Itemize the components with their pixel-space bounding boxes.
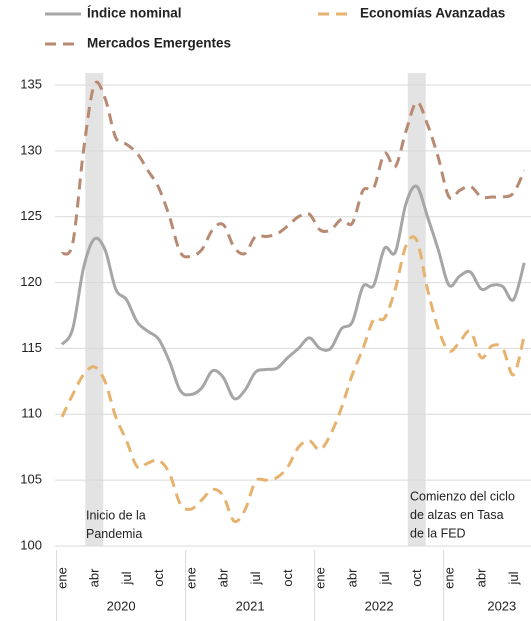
- annotation: Comienzo del ciclo: [410, 489, 515, 503]
- x-group-label: 2022: [365, 598, 394, 613]
- y-tick-label: 100: [20, 537, 42, 552]
- series-line: [60, 80, 526, 259]
- y-tick-label: 135: [20, 76, 42, 91]
- annotation: Pandemia: [86, 527, 142, 541]
- annotation: de la FED: [410, 526, 466, 540]
- x-tick-label: abr: [474, 568, 489, 587]
- event-band: [407, 73, 426, 546]
- x-tick-label: ene: [441, 567, 456, 589]
- x-tick-label: jul: [119, 571, 134, 585]
- annotation: de alzas en Tasa: [410, 508, 504, 522]
- x-group-label: 2023: [487, 598, 516, 613]
- y-tick-label: 115: [21, 340, 42, 355]
- annotation: Inicio de la: [86, 508, 146, 522]
- x-group-label: 2020: [107, 598, 136, 613]
- x-tick-label: ene: [54, 567, 69, 589]
- x-tick-label: oct: [280, 569, 295, 587]
- x-tick-label: jul: [248, 571, 263, 585]
- x-group-label: 2021: [236, 598, 265, 613]
- legend-label: Índice nominal: [87, 6, 182, 21]
- x-tick-label: abr: [345, 568, 360, 587]
- x-tick-label: jul: [506, 571, 521, 585]
- y-tick-label: 130: [20, 142, 42, 157]
- y-tick-label: 110: [21, 406, 42, 421]
- x-tick-label: abr: [216, 568, 231, 587]
- series-line: [60, 235, 526, 523]
- x-tick-label: oct: [409, 569, 424, 587]
- y-tick-label: 105: [20, 472, 42, 487]
- event-band: [85, 73, 104, 546]
- legend-label: Economías Avanzadas: [360, 6, 505, 21]
- series-line: [60, 184, 526, 401]
- x-tick-label: ene: [312, 567, 327, 589]
- y-tick-label: 125: [20, 208, 42, 223]
- x-tick-label: abr: [87, 568, 102, 587]
- legend-label: Mercados Emergentes: [87, 36, 231, 51]
- x-tick-label: jul: [377, 571, 392, 585]
- x-tick-label: oct: [151, 569, 166, 587]
- x-tick-label: ene: [183, 567, 198, 589]
- y-tick-label: 120: [20, 274, 42, 289]
